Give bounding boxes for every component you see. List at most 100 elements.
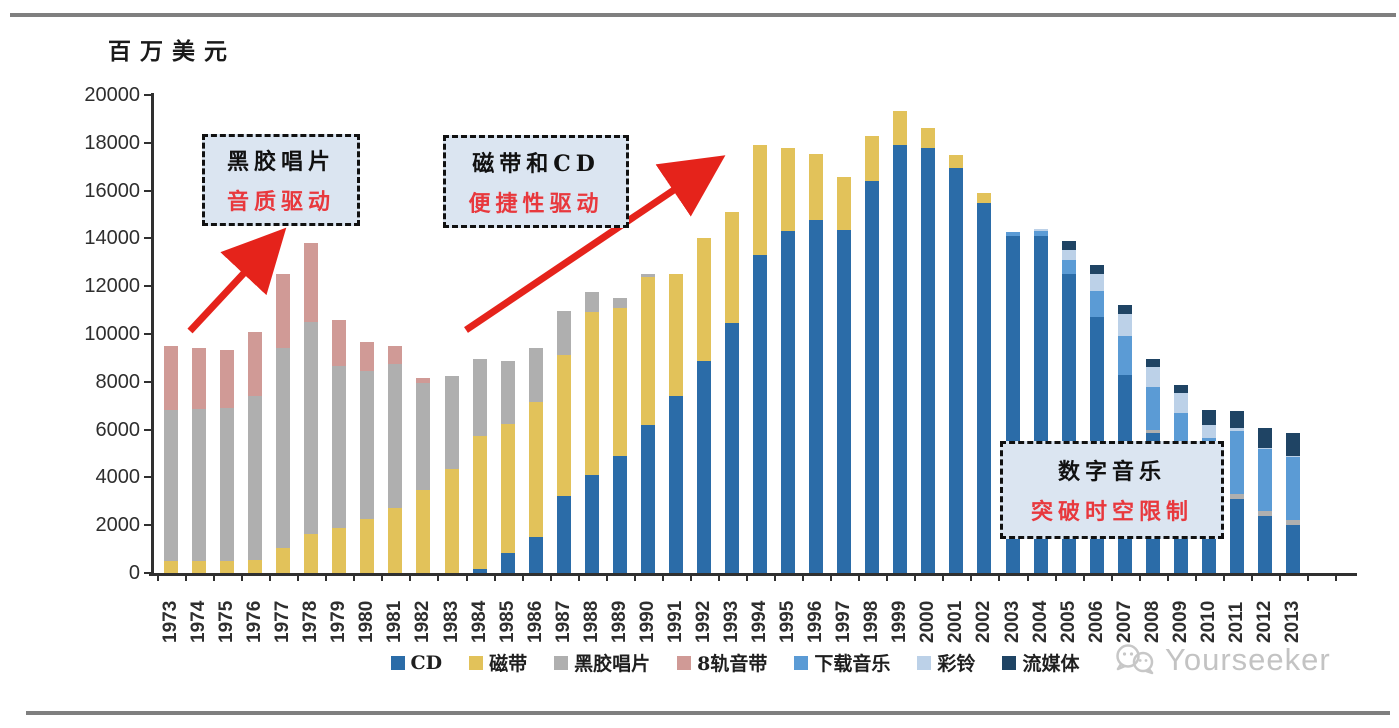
x-axis-tick	[802, 575, 805, 581]
bar-segment-黑胶唱片	[332, 366, 347, 528]
legend-item-黑胶唱片: 黑胶唱片	[554, 649, 650, 676]
x-axis-line	[149, 573, 1357, 576]
watermark: Yourseeker	[1113, 642, 1331, 678]
x-axis-tick	[577, 575, 580, 581]
x-axis-tick	[297, 575, 300, 581]
bar-segment-黑胶唱片	[528, 348, 543, 403]
bar-segment-CD	[1286, 525, 1300, 573]
bar-segment-磁带	[865, 135, 880, 182]
x-axis-tick	[1082, 575, 1085, 581]
bar-segment-磁带	[612, 307, 627, 456]
annotation-digital-box: 数字音乐 突破时空限制	[1000, 441, 1224, 539]
x-axis-year-label: 1974	[188, 600, 210, 643]
bar-1978	[304, 243, 319, 573]
bar-segment-流媒体	[1061, 241, 1076, 251]
x-axis-year-label: 1992	[692, 600, 714, 643]
annotation-digital-title: 数字音乐	[1057, 459, 1166, 485]
bar-segment-磁带	[556, 355, 571, 497]
x-axis-tick	[689, 575, 692, 581]
x-axis-tick	[633, 575, 636, 581]
bar-segment-磁带	[668, 274, 683, 397]
bar-segment-黑胶唱片	[1286, 520, 1300, 526]
x-axis-year-label: 2005	[1057, 600, 1079, 643]
x-axis-year-label: 1991	[664, 600, 686, 643]
bar-1989	[612, 298, 627, 573]
bar-segment-CD	[837, 230, 852, 573]
x-axis-year-label: 1990	[636, 600, 658, 643]
bar-1984	[472, 359, 487, 573]
wechat-icon	[1116, 644, 1154, 675]
arrow-vinyl-era	[187, 227, 287, 334]
x-axis-tick	[381, 575, 384, 581]
x-axis-tick	[998, 575, 1001, 581]
x-axis-year-label: 1985	[496, 600, 518, 643]
bar-segment-CD	[696, 361, 711, 573]
bar-2000	[921, 128, 936, 573]
bar-1987	[556, 311, 571, 573]
bottom-divider	[26, 711, 1390, 715]
bar-2012	[1257, 427, 1272, 573]
annotation-vinyl-subtitle: 音质驱动	[226, 189, 335, 215]
bar-1995	[781, 147, 796, 573]
x-axis-tick	[942, 575, 945, 581]
y-axis-label: 12000	[84, 275, 140, 298]
bar-segment-黑胶唱片	[500, 361, 515, 424]
bar-1996	[809, 153, 824, 573]
y-axis-tick	[144, 380, 152, 383]
x-axis-year-label: 1989	[608, 600, 630, 643]
bar-segment-流媒体	[1229, 411, 1244, 429]
x-axis-year-label: 1999	[889, 600, 911, 643]
bar-segment-CD	[865, 181, 880, 573]
y-axis-tick	[144, 476, 152, 479]
bar-2001	[949, 154, 964, 573]
x-axis-year-label: 1996	[805, 600, 827, 643]
x-axis-year-label: 1973	[160, 600, 181, 643]
x-axis-year-label: 2006	[1085, 600, 1107, 643]
y-axis-tick	[144, 285, 152, 288]
bar-segment-黑胶唱片	[1257, 511, 1272, 516]
legend-swatch-icon	[794, 655, 809, 670]
x-axis-year-label: 2012	[1253, 600, 1275, 643]
bar-segment-流媒体	[1173, 384, 1188, 394]
x-axis-tick	[1278, 575, 1281, 581]
bar-segment-彩铃	[1173, 393, 1188, 413]
bar-1985	[500, 361, 515, 573]
x-axis-year-label: 2003	[1001, 600, 1023, 643]
bar-segment-8轨音带	[304, 243, 319, 323]
bar-segment-流媒体	[1257, 427, 1272, 448]
x-axis-year-label: 1986	[524, 600, 546, 643]
bar-1983	[444, 375, 459, 573]
bar-segment-彩铃	[1061, 250, 1076, 260]
bar-segment-彩铃	[1286, 455, 1300, 458]
y-axis-tick	[144, 237, 152, 240]
x-axis-year-label: 1981	[384, 600, 406, 643]
legend-item-8轨音带: 8轨音带	[677, 649, 767, 676]
bar-segment-黑胶唱片	[444, 375, 459, 470]
bar-segment-磁带	[304, 533, 319, 573]
bar-segment-磁带	[164, 561, 178, 573]
bar-segment-CD	[528, 537, 543, 573]
x-axis-tick	[970, 575, 973, 581]
y-axis-tick	[144, 94, 152, 96]
x-axis-year-label: 2008	[1141, 600, 1163, 643]
bar-segment-CD	[893, 145, 908, 573]
bar-segment-8轨音带	[192, 348, 207, 410]
bar-segment-磁带	[977, 192, 992, 203]
bar-segment-彩铃	[1089, 274, 1104, 291]
y-axis-tick	[144, 141, 152, 144]
x-axis-tick	[353, 575, 356, 581]
y-axis-tick	[144, 572, 152, 574]
bar-segment-黑胶唱片	[612, 298, 627, 308]
y-axis-label: 20000	[84, 84, 140, 106]
top-divider	[10, 13, 1396, 17]
bar-segment-CD	[781, 231, 796, 573]
x-axis-year-label: 1995	[777, 600, 799, 643]
x-axis-tick	[549, 575, 552, 581]
x-axis-year-label: 2009	[1169, 600, 1191, 643]
bar-segment-磁带	[640, 276, 655, 425]
bar-segment-CD	[472, 569, 487, 573]
watermark-text: Yourseeker	[1165, 642, 1331, 677]
legend-label: 下载音乐	[814, 653, 891, 675]
bar-1974	[192, 348, 207, 573]
legend-label: 流媒体	[1022, 653, 1080, 675]
